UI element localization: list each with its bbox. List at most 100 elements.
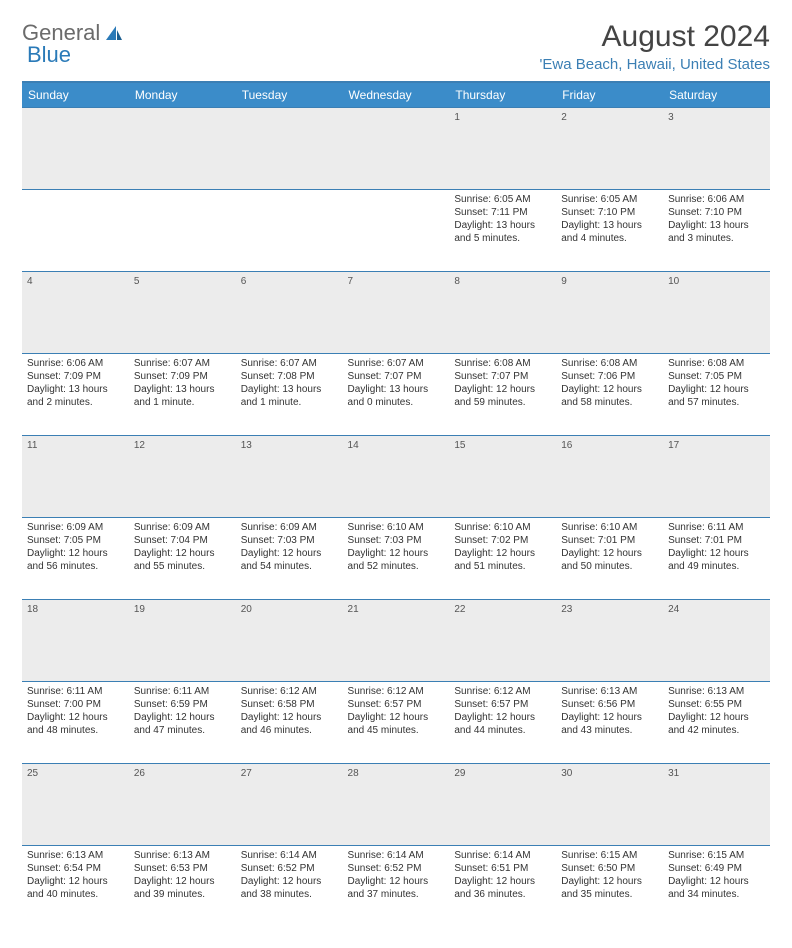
- day-number: 29: [449, 764, 556, 846]
- weekday-header: Friday: [556, 82, 663, 108]
- sunset-text: Sunset: 6:57 PM: [454, 698, 551, 711]
- daynum-row: 11121314151617: [22, 436, 770, 518]
- sunrise-text: Sunrise: 6:06 AM: [27, 357, 124, 370]
- sunset-text: Sunset: 6:52 PM: [348, 862, 445, 875]
- weekday-header: Thursday: [449, 82, 556, 108]
- day-cell: Sunrise: 6:13 AMSunset: 6:54 PMDaylight:…: [22, 846, 129, 928]
- day-number: 27: [236, 764, 343, 846]
- day-number: 4: [22, 272, 129, 354]
- detail-row: Sunrise: 6:05 AMSunset: 7:11 PMDaylight:…: [22, 190, 770, 272]
- daylight-text: Daylight: 13 hours and 4 minutes.: [561, 219, 658, 245]
- daylight-text: Daylight: 12 hours and 50 minutes.: [561, 547, 658, 573]
- daylight-text: Daylight: 13 hours and 1 minute.: [134, 383, 231, 409]
- daylight-text: Daylight: 12 hours and 58 minutes.: [561, 383, 658, 409]
- day-number: 31: [663, 764, 770, 846]
- weekday-header: Sunday: [22, 82, 129, 108]
- daylight-text: Daylight: 12 hours and 48 minutes.: [27, 711, 124, 737]
- day-number: 5: [129, 272, 236, 354]
- sunset-text: Sunset: 6:56 PM: [561, 698, 658, 711]
- sunset-text: Sunset: 6:57 PM: [348, 698, 445, 711]
- daylight-text: Daylight: 13 hours and 1 minute.: [241, 383, 338, 409]
- detail-row: Sunrise: 6:09 AMSunset: 7:05 PMDaylight:…: [22, 518, 770, 600]
- sunset-text: Sunset: 7:07 PM: [348, 370, 445, 383]
- daylight-text: Daylight: 12 hours and 43 minutes.: [561, 711, 658, 737]
- page-title: August 2024: [540, 20, 770, 54]
- day-number: 1: [449, 108, 556, 190]
- daylight-text: Daylight: 12 hours and 45 minutes.: [348, 711, 445, 737]
- location-text: 'Ewa Beach, Hawaii, United States: [540, 56, 770, 73]
- sunrise-text: Sunrise: 6:07 AM: [348, 357, 445, 370]
- daylight-text: Daylight: 12 hours and 34 minutes.: [668, 875, 765, 901]
- daylight-text: Daylight: 13 hours and 3 minutes.: [668, 219, 765, 245]
- sunrise-text: Sunrise: 6:13 AM: [561, 685, 658, 698]
- day-cell: Sunrise: 6:07 AMSunset: 7:09 PMDaylight:…: [129, 354, 236, 436]
- day-number: 17: [663, 436, 770, 518]
- sunrise-text: Sunrise: 6:09 AM: [241, 521, 338, 534]
- sunrise-text: Sunrise: 6:05 AM: [454, 193, 551, 206]
- sunrise-text: Sunrise: 6:12 AM: [241, 685, 338, 698]
- sunset-text: Sunset: 7:03 PM: [348, 534, 445, 547]
- sunset-text: Sunset: 7:10 PM: [561, 206, 658, 219]
- sunrise-text: Sunrise: 6:15 AM: [668, 849, 765, 862]
- daylight-text: Daylight: 12 hours and 35 minutes.: [561, 875, 658, 901]
- daylight-text: Daylight: 12 hours and 49 minutes.: [668, 547, 765, 573]
- daylight-text: Daylight: 12 hours and 47 minutes.: [134, 711, 231, 737]
- day-number: [236, 108, 343, 190]
- day-cell: Sunrise: 6:09 AMSunset: 7:05 PMDaylight:…: [22, 518, 129, 600]
- sunset-text: Sunset: 7:02 PM: [454, 534, 551, 547]
- detail-row: Sunrise: 6:11 AMSunset: 7:00 PMDaylight:…: [22, 682, 770, 764]
- day-number: 7: [343, 272, 450, 354]
- sunrise-text: Sunrise: 6:06 AM: [668, 193, 765, 206]
- day-number: 15: [449, 436, 556, 518]
- sunrise-text: Sunrise: 6:12 AM: [454, 685, 551, 698]
- sunrise-text: Sunrise: 6:08 AM: [668, 357, 765, 370]
- day-cell: Sunrise: 6:09 AMSunset: 7:04 PMDaylight:…: [129, 518, 236, 600]
- day-number: [343, 108, 450, 190]
- daylight-text: Daylight: 12 hours and 46 minutes.: [241, 711, 338, 737]
- daylight-text: Daylight: 12 hours and 38 minutes.: [241, 875, 338, 901]
- sunset-text: Sunset: 7:00 PM: [27, 698, 124, 711]
- day-cell: Sunrise: 6:05 AMSunset: 7:11 PMDaylight:…: [449, 190, 556, 272]
- sunset-text: Sunset: 7:09 PM: [27, 370, 124, 383]
- sunset-text: Sunset: 6:58 PM: [241, 698, 338, 711]
- sunrise-text: Sunrise: 6:08 AM: [454, 357, 551, 370]
- daylight-text: Daylight: 13 hours and 2 minutes.: [27, 383, 124, 409]
- sunset-text: Sunset: 7:01 PM: [668, 534, 765, 547]
- day-cell: Sunrise: 6:10 AMSunset: 7:01 PMDaylight:…: [556, 518, 663, 600]
- daylight-text: Daylight: 12 hours and 42 minutes.: [668, 711, 765, 737]
- sunrise-text: Sunrise: 6:11 AM: [27, 685, 124, 698]
- sunrise-text: Sunrise: 6:11 AM: [668, 521, 765, 534]
- daylight-text: Daylight: 12 hours and 37 minutes.: [348, 875, 445, 901]
- day-cell: Sunrise: 6:13 AMSunset: 6:53 PMDaylight:…: [129, 846, 236, 928]
- day-number: 13: [236, 436, 343, 518]
- sunrise-text: Sunrise: 6:12 AM: [348, 685, 445, 698]
- day-number: 14: [343, 436, 450, 518]
- daylight-text: Daylight: 12 hours and 40 minutes.: [27, 875, 124, 901]
- day-cell: Sunrise: 6:12 AMSunset: 6:57 PMDaylight:…: [343, 682, 450, 764]
- day-number: 10: [663, 272, 770, 354]
- sunrise-text: Sunrise: 6:05 AM: [561, 193, 658, 206]
- daylight-text: Daylight: 12 hours and 39 minutes.: [134, 875, 231, 901]
- sunset-text: Sunset: 7:01 PM: [561, 534, 658, 547]
- day-number: 28: [343, 764, 450, 846]
- calendar-table: Sunday Monday Tuesday Wednesday Thursday…: [22, 81, 770, 928]
- detail-row: Sunrise: 6:13 AMSunset: 6:54 PMDaylight:…: [22, 846, 770, 928]
- sunset-text: Sunset: 7:09 PM: [134, 370, 231, 383]
- day-cell: Sunrise: 6:11 AMSunset: 7:00 PMDaylight:…: [22, 682, 129, 764]
- sunset-text: Sunset: 7:08 PM: [241, 370, 338, 383]
- daylight-text: Daylight: 12 hours and 44 minutes.: [454, 711, 551, 737]
- day-cell: Sunrise: 6:09 AMSunset: 7:03 PMDaylight:…: [236, 518, 343, 600]
- day-cell: Sunrise: 6:14 AMSunset: 6:52 PMDaylight:…: [236, 846, 343, 928]
- detail-row: Sunrise: 6:06 AMSunset: 7:09 PMDaylight:…: [22, 354, 770, 436]
- sunrise-text: Sunrise: 6:15 AM: [561, 849, 658, 862]
- sunrise-text: Sunrise: 6:14 AM: [454, 849, 551, 862]
- weekday-header: Saturday: [663, 82, 770, 108]
- daylight-text: Daylight: 12 hours and 55 minutes.: [134, 547, 231, 573]
- sunrise-text: Sunrise: 6:10 AM: [454, 521, 551, 534]
- sunrise-text: Sunrise: 6:10 AM: [561, 521, 658, 534]
- day-number: 3: [663, 108, 770, 190]
- sunrise-text: Sunrise: 6:14 AM: [241, 849, 338, 862]
- day-cell: Sunrise: 6:08 AMSunset: 7:06 PMDaylight:…: [556, 354, 663, 436]
- day-cell: Sunrise: 6:13 AMSunset: 6:55 PMDaylight:…: [663, 682, 770, 764]
- sunset-text: Sunset: 6:54 PM: [27, 862, 124, 875]
